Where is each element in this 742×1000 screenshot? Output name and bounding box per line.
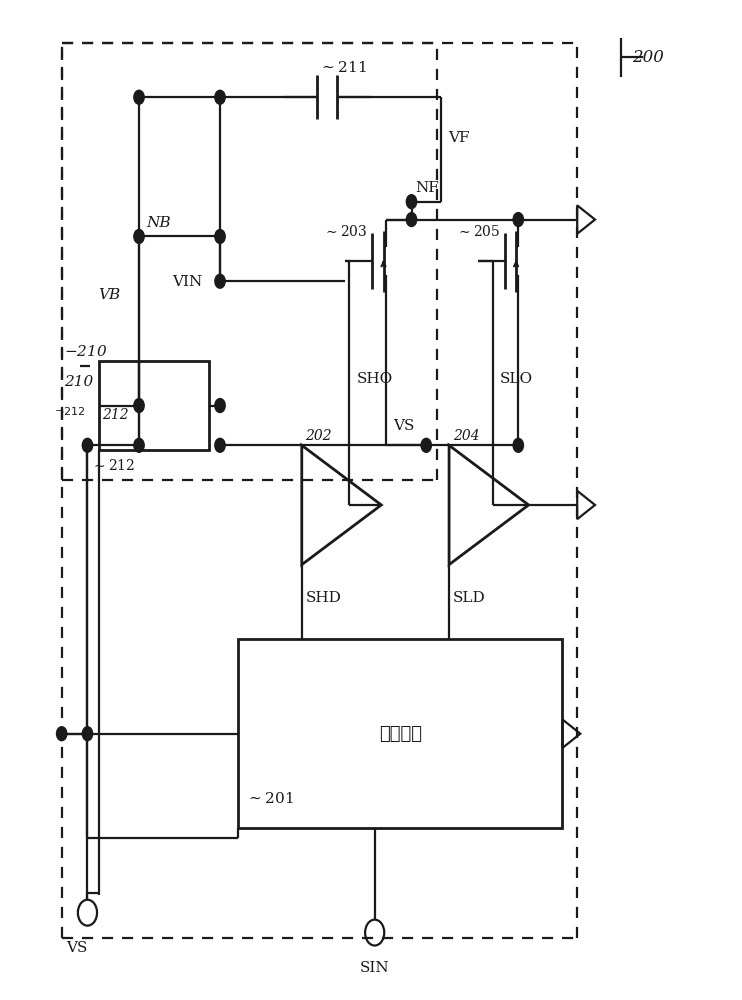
- Text: 200: 200: [632, 49, 664, 66]
- Circle shape: [134, 438, 144, 452]
- Text: VS: VS: [66, 941, 87, 955]
- Text: NB: NB: [146, 216, 171, 230]
- Text: 212: 212: [102, 408, 129, 422]
- Text: $\mathregular{\sim}$203: $\mathregular{\sim}$203: [323, 224, 367, 239]
- Circle shape: [56, 727, 67, 741]
- Circle shape: [215, 274, 225, 288]
- Text: SIN: SIN: [360, 961, 390, 975]
- Bar: [238, 639, 562, 828]
- Text: $\neg$212: $\neg$212: [54, 405, 86, 417]
- Circle shape: [215, 438, 225, 452]
- Text: 控制逻辑: 控制逻辑: [379, 725, 422, 743]
- Text: $\mathregular{\sim}$211: $\mathregular{\sim}$211: [320, 60, 367, 75]
- Text: VB: VB: [99, 288, 121, 302]
- Circle shape: [215, 90, 225, 104]
- Circle shape: [407, 195, 417, 209]
- Text: VIN: VIN: [172, 275, 203, 289]
- Text: $\mathregular{\sim}$201: $\mathregular{\sim}$201: [246, 791, 294, 806]
- Circle shape: [421, 438, 431, 452]
- Circle shape: [513, 213, 523, 227]
- Circle shape: [134, 230, 144, 243]
- Text: $\mathregular{\sim}$205: $\mathregular{\sim}$205: [456, 224, 500, 239]
- Text: $\mathregular{\sim}$212: $\mathregular{\sim}$212: [91, 458, 135, 473]
- Text: 210: 210: [64, 375, 93, 389]
- Circle shape: [82, 727, 93, 741]
- Text: $\mathregular{-}$210: $\mathregular{-}$210: [64, 344, 108, 359]
- Text: SLD: SLD: [453, 591, 485, 605]
- Text: SHO: SHO: [356, 372, 393, 386]
- Bar: [99, 361, 209, 450]
- Circle shape: [407, 213, 417, 227]
- Text: NF: NF: [416, 181, 439, 195]
- Text: 202: 202: [306, 429, 332, 443]
- Text: VF: VF: [448, 131, 470, 145]
- Circle shape: [215, 399, 225, 412]
- Circle shape: [215, 230, 225, 243]
- Circle shape: [134, 399, 144, 412]
- Text: SHD: SHD: [306, 591, 341, 605]
- Circle shape: [82, 438, 93, 452]
- Text: VS: VS: [393, 419, 415, 433]
- Text: SLO: SLO: [500, 372, 533, 386]
- Circle shape: [513, 438, 523, 452]
- Circle shape: [134, 90, 144, 104]
- Text: 204: 204: [453, 429, 479, 443]
